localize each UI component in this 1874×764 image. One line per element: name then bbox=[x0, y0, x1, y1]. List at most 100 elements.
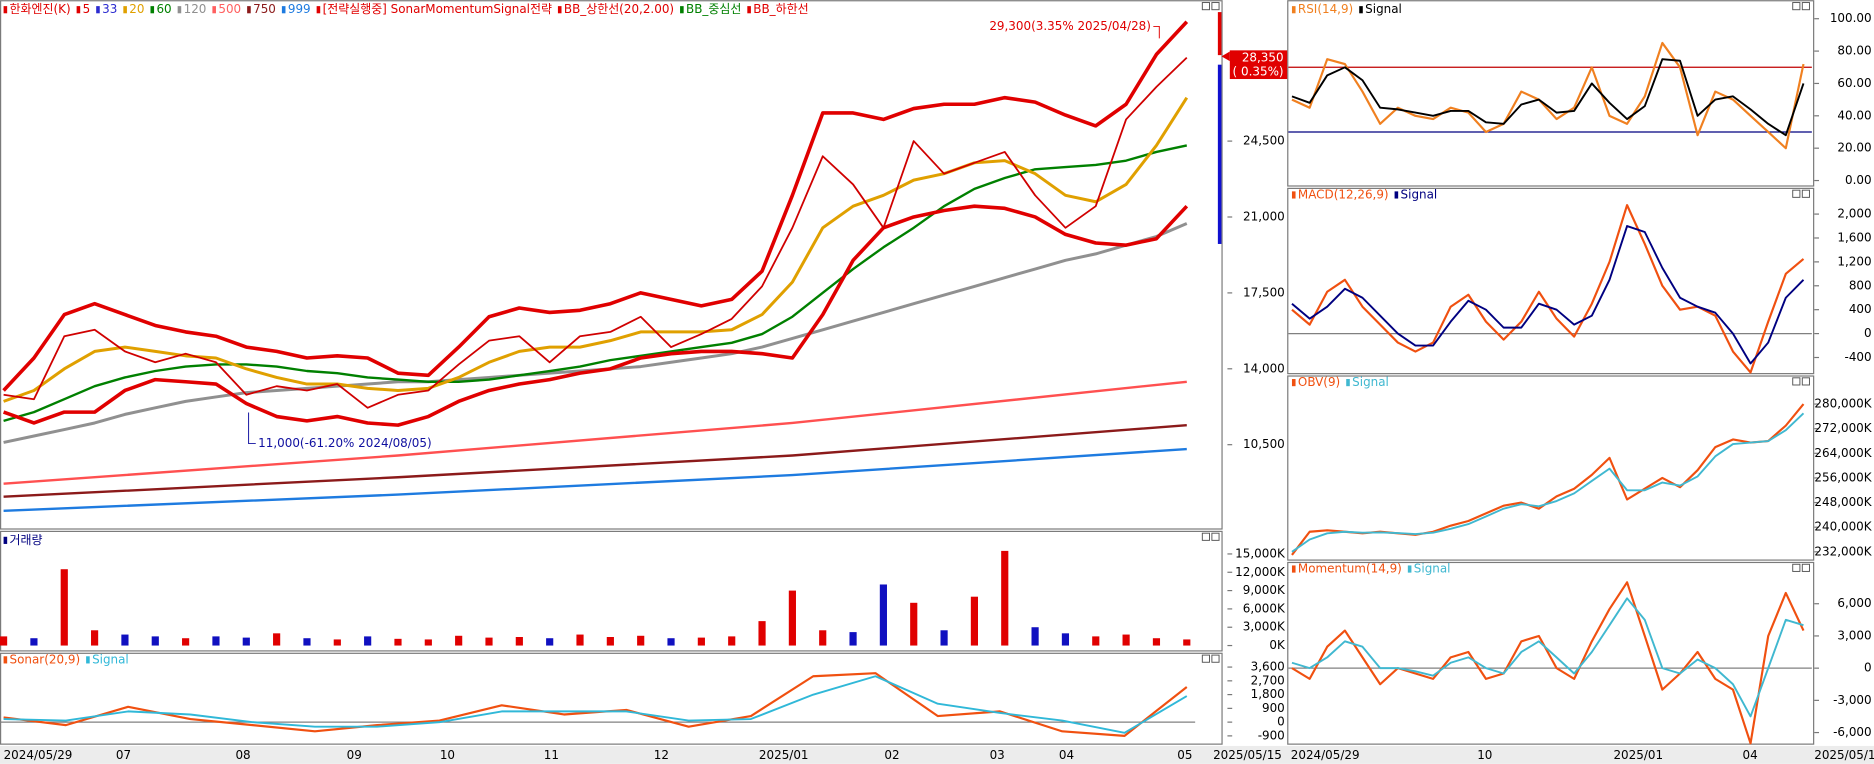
y-tick-label: 100.00 bbox=[1830, 11, 1872, 25]
legend-swatch bbox=[747, 6, 751, 14]
y-tick-label: 2,000 bbox=[1837, 207, 1871, 221]
y-tick-label: 800 bbox=[1849, 278, 1872, 292]
legend-swatch bbox=[1291, 6, 1296, 14]
legend-swatch bbox=[3, 656, 8, 664]
series-line bbox=[2, 204, 1189, 427]
legend-label: 120 bbox=[184, 2, 207, 16]
legend-swatch bbox=[96, 6, 100, 14]
window-icon bbox=[1801, 189, 1810, 198]
volume-bar bbox=[1152, 638, 1161, 646]
series-line bbox=[3, 96, 1189, 403]
volume-bar bbox=[273, 633, 281, 646]
legend-label: Signal bbox=[1365, 2, 1402, 16]
price-panel bbox=[0, 0, 1223, 530]
y-tick-label: 6,000K bbox=[1243, 601, 1286, 615]
series-line bbox=[1291, 581, 1805, 745]
volume-bar bbox=[1122, 634, 1130, 646]
volume-bar bbox=[879, 584, 887, 646]
volume-bar bbox=[364, 636, 372, 646]
volume-bar bbox=[849, 632, 857, 646]
volume-bar bbox=[333, 639, 341, 646]
volume-bar bbox=[182, 638, 190, 646]
y-tick-label: 0 bbox=[1277, 715, 1285, 729]
legend-swatch bbox=[1291, 191, 1296, 199]
volume-bar bbox=[910, 602, 918, 646]
profile-bar-down bbox=[1217, 64, 1222, 244]
y-tick-label: 900 bbox=[1262, 701, 1285, 715]
window-icon bbox=[1211, 2, 1220, 11]
legend-label: BB_중심선 bbox=[686, 2, 741, 16]
window-icon bbox=[1211, 654, 1220, 663]
volume-bar bbox=[970, 596, 979, 646]
y-tick-label: 272,000K bbox=[1814, 421, 1872, 435]
x-tick-label: 12 bbox=[654, 748, 669, 762]
volume-panel bbox=[0, 530, 1223, 652]
window-icon bbox=[1801, 2, 1810, 11]
window-icon bbox=[1792, 563, 1801, 572]
y-tick-label: 21,000 bbox=[1243, 210, 1285, 224]
low-leader bbox=[248, 412, 256, 445]
y-tick-label: -400 bbox=[1845, 350, 1872, 364]
volume-bar bbox=[667, 638, 675, 646]
window-icon bbox=[1792, 377, 1801, 386]
legend-label: Momentum(14,9) bbox=[1298, 562, 1402, 576]
legend-label: 500 bbox=[218, 2, 241, 16]
volume-bar bbox=[30, 638, 38, 646]
volume-bar bbox=[91, 630, 99, 646]
x-tick-label: 2025/05/15 bbox=[1213, 748, 1282, 762]
x-axis-strip bbox=[0, 745, 1874, 764]
legend-swatch bbox=[3, 536, 8, 544]
legend-label: Signal bbox=[1414, 562, 1451, 576]
legend-label: OBV(9) bbox=[1298, 375, 1340, 389]
y-tick-label: 256,000K bbox=[1814, 470, 1872, 484]
long-ma-line bbox=[3, 380, 1187, 485]
x-tick-label: 2025/01 bbox=[1613, 748, 1663, 762]
volume-bar bbox=[1061, 633, 1070, 646]
volume-bar bbox=[1092, 636, 1100, 646]
legend-swatch bbox=[3, 6, 8, 14]
legend-swatch bbox=[150, 6, 155, 14]
window-icon bbox=[1201, 532, 1210, 541]
volume-bar bbox=[546, 638, 554, 646]
legend-label: 60 bbox=[156, 2, 171, 16]
change-label: ( 0.35%) bbox=[1233, 64, 1284, 78]
window-icon bbox=[1201, 2, 1210, 11]
legend-swatch bbox=[1291, 565, 1296, 573]
legend-swatch bbox=[247, 6, 251, 14]
x-tick-label: 05 bbox=[1177, 748, 1192, 762]
volume-bar bbox=[576, 634, 584, 646]
volume-bar bbox=[0, 636, 8, 646]
y-tick-label: -900 bbox=[1258, 728, 1285, 742]
high-label: 29,300(3.35% 2025/04/28) bbox=[989, 19, 1151, 33]
window-icon bbox=[1201, 654, 1210, 663]
x-tick-label: 2025/05/15 bbox=[1814, 748, 1874, 762]
y-tick-label: 232,000K bbox=[1814, 544, 1872, 558]
y-tick-label: 10,500 bbox=[1243, 437, 1285, 451]
low-label: 11,000(-61.20% 2024/08/05) bbox=[258, 436, 432, 450]
y-tick-label: 2,700 bbox=[1251, 673, 1285, 687]
y-tick-label: 17,500 bbox=[1243, 285, 1285, 299]
legend-label: 5 bbox=[83, 2, 91, 16]
macd-panel bbox=[1287, 187, 1815, 375]
price-pointer bbox=[1221, 51, 1230, 62]
legend-label: BB_하한선 bbox=[753, 2, 808, 16]
y-tick-label: 12,000K bbox=[1235, 565, 1286, 579]
legend-label: 20 bbox=[129, 2, 144, 16]
legend-swatch bbox=[1407, 565, 1412, 573]
y-tick-label: 20.00 bbox=[1837, 141, 1871, 155]
long-ma-line bbox=[3, 423, 1187, 498]
volume-bar bbox=[121, 634, 129, 646]
volume-bar bbox=[1001, 550, 1009, 646]
x-tick-label: 04 bbox=[1743, 748, 1758, 762]
legend-swatch bbox=[177, 6, 182, 14]
y-tick-label: 1,800 bbox=[1251, 687, 1285, 701]
legend-swatch bbox=[281, 6, 286, 14]
volume-bar bbox=[637, 635, 645, 646]
series-line bbox=[3, 56, 1188, 409]
window-icon bbox=[1792, 2, 1801, 11]
volume-bar bbox=[212, 636, 220, 646]
volume-bar bbox=[485, 637, 493, 646]
x-tick-label: 2024/05/29 bbox=[1291, 748, 1360, 762]
volume-bar bbox=[424, 639, 432, 646]
